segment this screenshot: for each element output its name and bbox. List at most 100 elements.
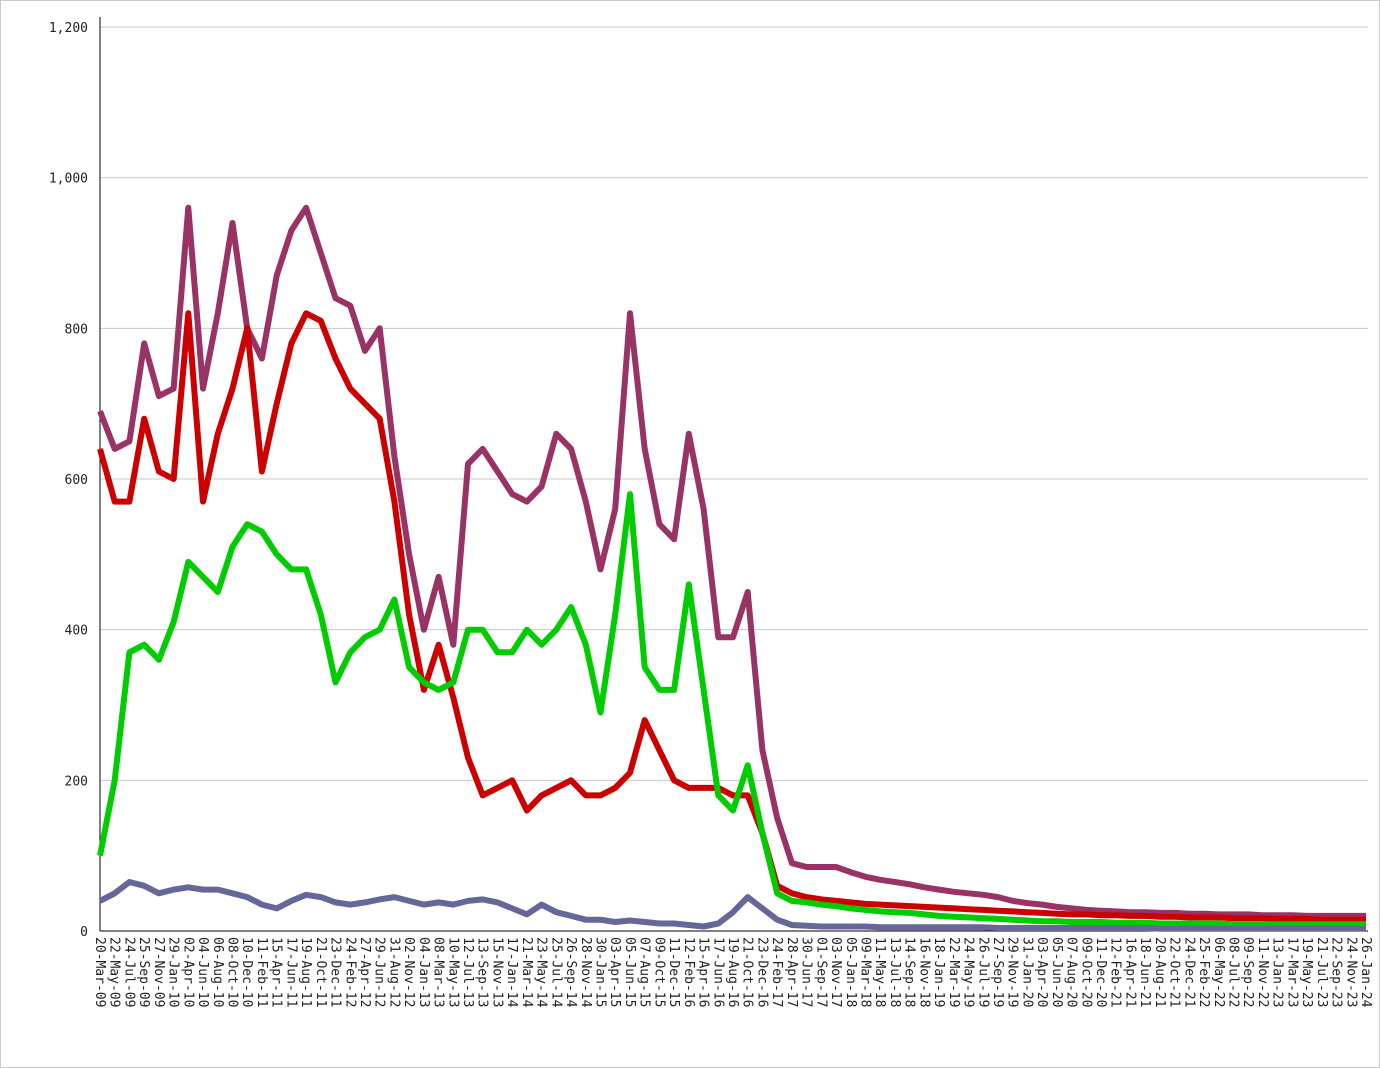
- x-tick-label: 16-Nov-18: [916, 937, 931, 1007]
- x-tick-label: 31-Aug-12: [386, 937, 401, 1007]
- x-tick-label: 04-Jun-10: [195, 937, 210, 1007]
- x-tick-label: 19-Aug-11: [298, 937, 313, 1007]
- x-tick-label: 21-Jul-23: [1314, 937, 1329, 1007]
- x-tick-label: 21-Oct-16: [740, 937, 755, 1007]
- x-tick-label: 08-Oct-10: [224, 937, 239, 1007]
- x-tick-label: 11-Nov-22: [1255, 937, 1270, 1007]
- x-tick-label: 16-Apr-21: [1122, 937, 1137, 1007]
- x-tick-label: 29-Jun-12: [372, 937, 387, 1007]
- series-line: [97, 310, 1366, 923]
- x-tick-label: 26-Jul-19: [975, 937, 990, 1007]
- x-tick-label: 11-May-18: [872, 937, 887, 1007]
- x-tick-label: 03-Apr-20: [1034, 937, 1049, 1007]
- x-tick-label: 09-Oct-15: [651, 937, 666, 1007]
- x-tick-label: 27-Apr-12: [357, 937, 372, 1007]
- x-tick-label: 12-Feb-16: [681, 937, 696, 1007]
- x-tick-label: 19-Aug-16: [725, 937, 740, 1007]
- x-tick-label: 09-Oct-20: [1078, 937, 1093, 1007]
- x-tick-label: 29-Nov-19: [1005, 937, 1020, 1007]
- x-tick-label: 08-Mar-13: [431, 937, 446, 1007]
- x-tick-label: 26-Sep-14: [563, 937, 578, 1008]
- x-tick-label: 22-May-09: [107, 937, 122, 1007]
- x-tick-label: 05-Jun-20: [1049, 937, 1064, 1007]
- x-tick-label: 09-Sep-22: [1240, 937, 1255, 1007]
- series-line: [97, 491, 1366, 928]
- x-tick-label: 25-Sep-09: [136, 937, 151, 1007]
- x-tick-label: 15-Apr-16: [696, 937, 711, 1007]
- x-tick-label: 15-Apr-11: [269, 937, 284, 1007]
- x-tick-label: 11-Dec-20: [1093, 937, 1108, 1007]
- x-tick-label: 27-Nov-09: [151, 937, 166, 1007]
- x-tick-label: 21-Mar-14: [519, 937, 534, 1008]
- x-tick-label: 24-May-19: [961, 937, 976, 1007]
- x-tick-label: 13-Jan-23: [1270, 937, 1285, 1007]
- x-tick-label: 12-Feb-21: [1108, 937, 1123, 1007]
- x-tick-label: 25-Jul-14: [548, 937, 563, 1008]
- x-tick-label: 15-Nov-13: [489, 937, 504, 1007]
- x-tick-label: 25-Feb-22: [1196, 937, 1211, 1007]
- y-tick-label: 400: [65, 624, 88, 639]
- y-tick-label: 1,200: [49, 21, 88, 36]
- x-tick-label: 30-Jun-17: [799, 937, 814, 1007]
- x-tick-label: 17-Jun-11: [283, 937, 298, 1007]
- x-tick-label: 20-Aug-21: [1152, 937, 1167, 1007]
- x-tick-label: 08-Jul-22: [1226, 937, 1241, 1007]
- x-tick-label: 03-Nov-17: [828, 937, 843, 1007]
- x-tick-label: 22-Mar-19: [946, 937, 961, 1007]
- x-tick-label: 13-Jul-18: [887, 937, 902, 1007]
- x-tick-label: 23-Dec-16: [754, 937, 769, 1007]
- x-tick-label: 17-Jun-16: [710, 937, 725, 1007]
- x-tick-label: 28-Nov-14: [578, 937, 593, 1008]
- x-tick-label: 24-Dec-21: [1181, 937, 1196, 1007]
- x-tick-label: 26-Jan-24: [1358, 937, 1373, 1008]
- x-tick-label: 09-Mar-18: [857, 937, 872, 1007]
- x-tick-label: 29-Jan-10: [166, 937, 181, 1007]
- x-tick-label: 02-Nov-12: [401, 937, 416, 1007]
- x-tick-label: 20-Mar-09: [92, 937, 107, 1007]
- y-tick-label: 1,000: [49, 172, 88, 187]
- y-tick-label: 0: [80, 925, 88, 940]
- y-tick-label: 600: [65, 473, 88, 488]
- x-tick-label: 27-Sep-19: [990, 937, 1005, 1007]
- x-tick-label: 18-Jun-21: [1137, 937, 1152, 1007]
- x-tick-label: 24-Feb-17: [769, 937, 784, 1007]
- x-tick-label: 06-Aug-10: [210, 937, 225, 1007]
- x-tick-label: 02-Apr-10: [180, 937, 195, 1007]
- x-tick-label: 11-Feb-11: [254, 937, 269, 1007]
- x-tick-label: 04-Jan-13: [416, 937, 431, 1007]
- x-tick-label: 31-Jan-20: [1019, 937, 1034, 1007]
- x-tick-label: 06-May-22: [1211, 937, 1226, 1007]
- x-tick-label: 01-Sep-17: [813, 937, 828, 1007]
- x-tick-label: 17-Jan-14: [504, 937, 519, 1008]
- x-tick-label: 23-May-14: [534, 937, 549, 1008]
- x-tick-label: 17-Mar-23: [1284, 937, 1299, 1007]
- x-tick-label: 22-Oct-21: [1167, 937, 1182, 1007]
- x-tick-label: 30-Jan-15: [593, 937, 608, 1007]
- x-tick-label: 05-Jun-15: [622, 937, 637, 1007]
- y-tick-label: 200: [65, 774, 88, 789]
- x-tick-label: 24-Jul-09: [121, 937, 136, 1007]
- x-tick-label: 19-May-23: [1299, 937, 1314, 1007]
- x-tick-label: 21-Oct-11: [313, 937, 328, 1007]
- x-tick-label: 14-Sep-18: [902, 937, 917, 1007]
- x-tick-label: 13-Sep-13: [475, 937, 490, 1007]
- x-tick-label: 24-Feb-12: [342, 937, 357, 1007]
- x-tick-label: 24-Nov-23: [1343, 937, 1358, 1007]
- x-tick-label: 07-Aug-15: [637, 937, 652, 1007]
- x-tick-label: 23-Dec-11: [328, 937, 343, 1007]
- x-tick-label: 07-Aug-20: [1064, 937, 1079, 1007]
- x-tick-label: 10-May-13: [445, 937, 460, 1007]
- series-line: [98, 879, 1366, 932]
- x-tick-label: 22-Sep-23: [1329, 937, 1344, 1007]
- x-tick-label: 28-Apr-17: [784, 937, 799, 1007]
- x-tick-label: 11-Dec-15: [666, 937, 681, 1007]
- x-tick-label: 12-Jul-13: [460, 937, 475, 1007]
- x-tick-label: 18-Jan-19: [931, 937, 946, 1007]
- x-tick-label: 05-Jan-18: [843, 937, 858, 1007]
- y-tick-label: 800: [65, 322, 88, 337]
- x-tick-label: 03-Apr-15: [607, 937, 622, 1007]
- series-line: [97, 204, 1366, 919]
